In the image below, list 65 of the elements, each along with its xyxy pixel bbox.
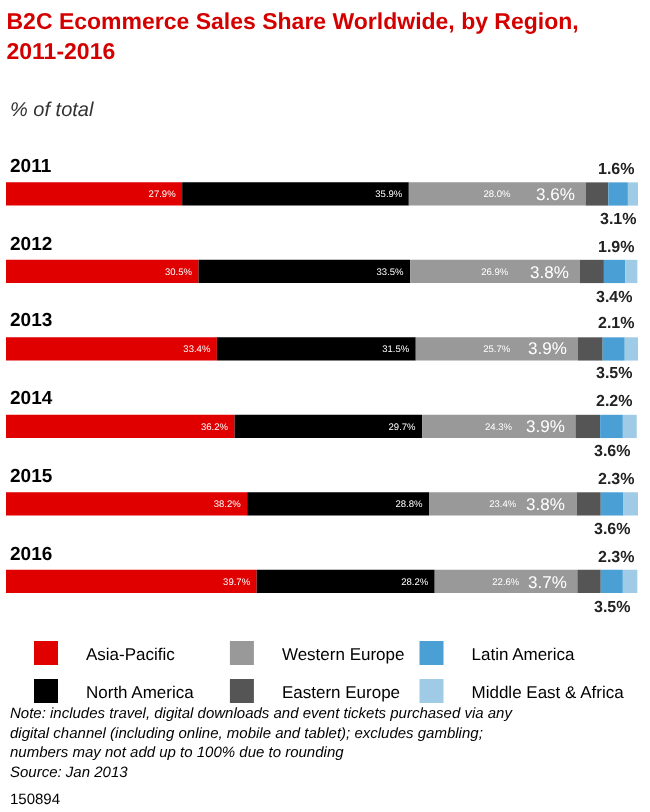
bar	[198, 259, 411, 284]
bar	[608, 182, 628, 206]
data-label: 3.5%	[596, 364, 633, 382]
bar	[622, 414, 637, 439]
bar	[6, 259, 199, 284]
y-tick-label: 2015	[10, 466, 54, 488]
bar	[234, 414, 423, 439]
data-label: 3.7%	[528, 572, 568, 592]
bar	[6, 492, 248, 516]
bar	[408, 182, 586, 206]
bar	[6, 182, 183, 206]
bar	[602, 337, 625, 361]
bar	[603, 259, 626, 284]
legend-label: Asia-Pacific	[86, 643, 177, 664]
y-tick-label: 2012	[10, 234, 53, 256]
data-label: 3.6%	[594, 442, 631, 460]
data-label: 2.2%	[596, 392, 633, 410]
data-label: 3.9%	[528, 338, 568, 358]
bar	[415, 337, 579, 361]
bar	[578, 337, 603, 361]
legend-label: Latin America	[471, 643, 576, 664]
bar	[182, 182, 409, 206]
bar	[577, 569, 601, 593]
y-tick-label: 2011	[10, 156, 53, 178]
bar	[6, 337, 217, 361]
bar	[429, 492, 577, 516]
chart-title: B2C Ecommerce Sales Share Worldwide, by Region, 2011-2016	[6, 11, 579, 66]
bar	[624, 337, 638, 361]
data-label: 3.8%	[530, 262, 570, 282]
legend-label: Eastern Europe	[281, 681, 401, 702]
bar	[6, 569, 257, 593]
bar	[627, 182, 638, 206]
data-label: 3.4%	[596, 288, 633, 306]
bar	[625, 259, 638, 284]
bar	[600, 492, 624, 516]
data-label: 3.8%	[526, 494, 566, 514]
data-label: 3.9%	[526, 416, 566, 436]
legend-label: North America	[86, 681, 195, 702]
bar	[6, 414, 235, 439]
bar	[247, 492, 430, 516]
data-label: 1.9%	[598, 238, 635, 256]
data-label: 3.6%	[594, 520, 631, 538]
bar	[576, 492, 601, 516]
bar	[623, 492, 638, 516]
bar	[216, 337, 416, 361]
bar	[600, 414, 623, 439]
data-label: 2.1%	[598, 314, 635, 332]
data-label: 2.3%	[598, 548, 635, 566]
bar	[585, 182, 609, 206]
y-tick-label: 2013	[10, 310, 53, 332]
bar	[575, 414, 601, 439]
data-label: 2.3%	[598, 470, 635, 488]
bar	[600, 569, 623, 593]
data-label: 1.6%	[598, 160, 635, 178]
y-tick-label: 2014	[10, 388, 54, 410]
y-tick-label: 2016	[10, 544, 53, 566]
chart-subtitle: % of total	[10, 100, 95, 122]
data-label: 3.1%	[600, 210, 637, 228]
data-label: 3.5%	[594, 598, 631, 616]
legend-label: Middle East & Africa	[471, 681, 625, 702]
bar	[622, 569, 638, 593]
legend-label: Western Europe	[281, 643, 405, 664]
bar	[256, 569, 435, 593]
bar	[579, 259, 604, 284]
data-label: 3.6%	[536, 184, 576, 204]
